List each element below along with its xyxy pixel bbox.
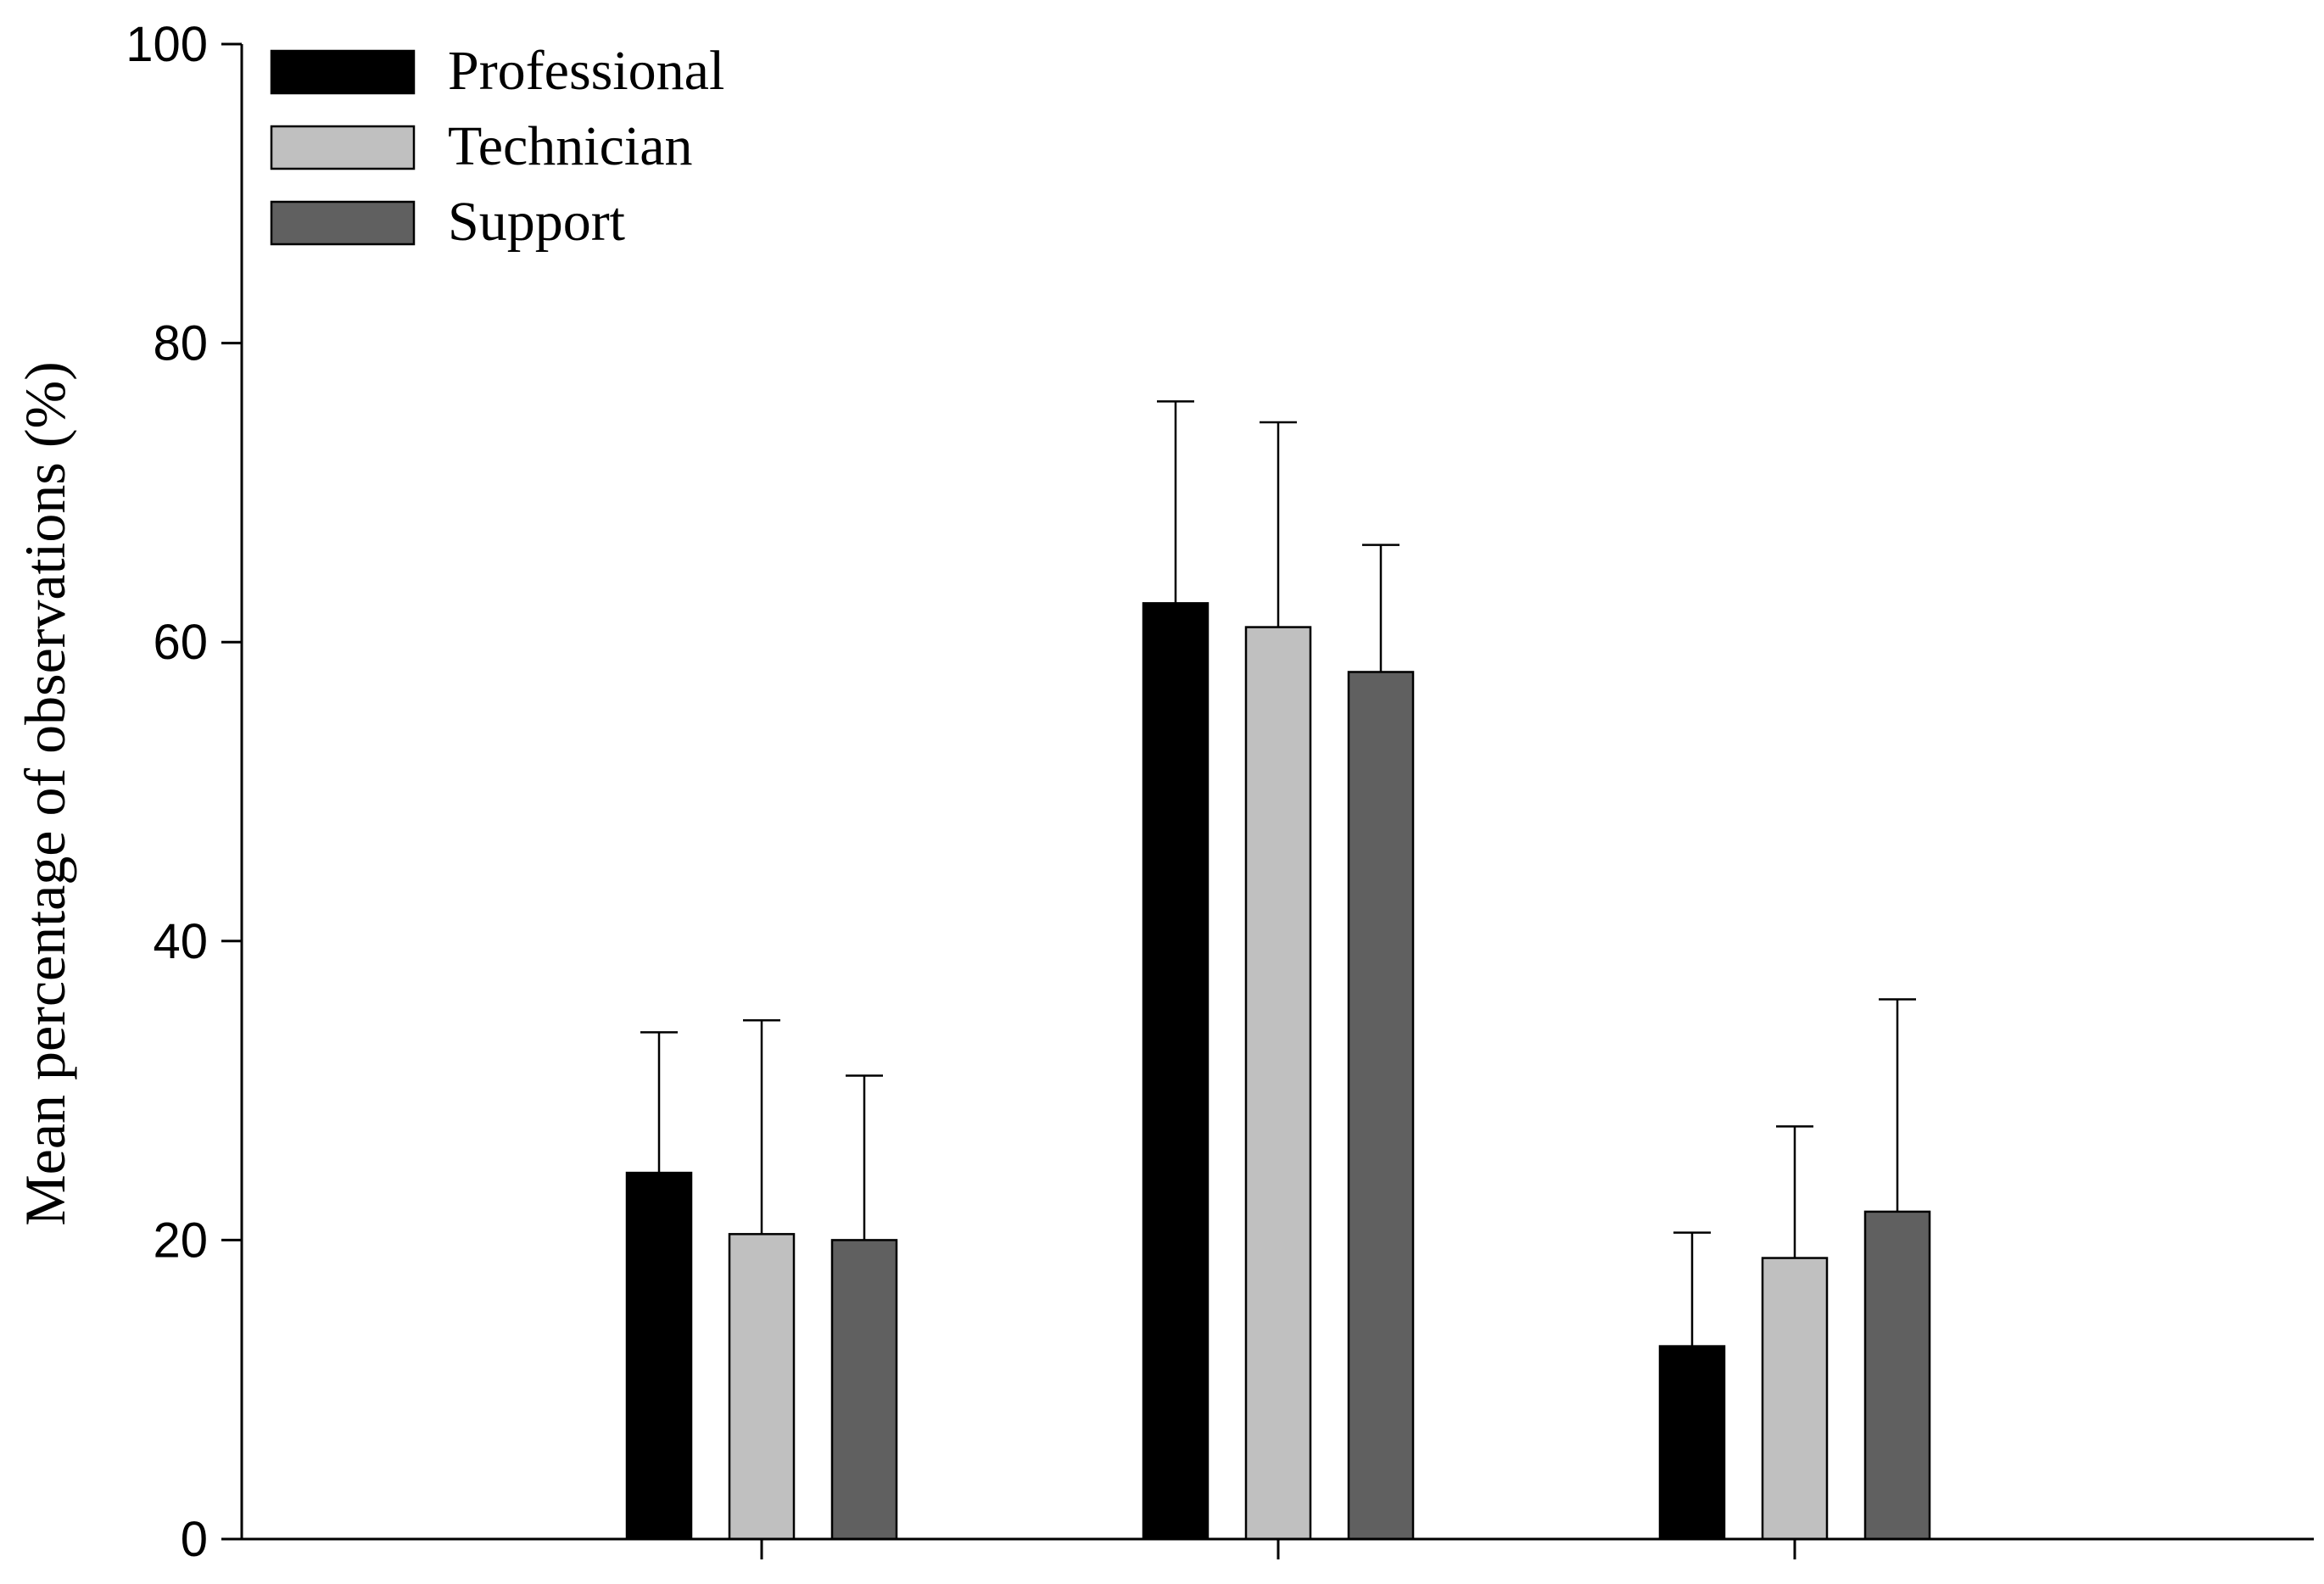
legend-swatch-professional [270, 49, 416, 95]
y-tick-label: 0 [181, 1512, 208, 1567]
y-tick-label: 40 [153, 914, 208, 969]
y-tick-label: 80 [153, 316, 208, 371]
error-bars-layer [640, 400, 1916, 1347]
legend-label-professional: Professional [448, 40, 724, 102]
legend: Professional Technician Support [270, 40, 724, 253]
x-ticks [760, 1539, 1796, 1559]
bar-professional-3 [1658, 1345, 1726, 1541]
y-axis-title: Mean percentage of observations (%) [13, 361, 77, 1226]
legend-label-technician: Technician [448, 115, 693, 177]
bar-technician-1 [728, 1233, 796, 1541]
bar-support-1 [830, 1239, 898, 1541]
legend-swatch-technician [270, 125, 416, 170]
bar-technician-2 [1244, 626, 1312, 1541]
y-tick-label: 100 [126, 17, 208, 72]
bar-professional-2 [1142, 602, 1209, 1541]
y-tick-label: 60 [153, 615, 208, 670]
bar-technician-3 [1761, 1257, 1829, 1541]
y-tick-label: 20 [153, 1213, 208, 1268]
bar-support-3 [1863, 1210, 1931, 1541]
bar-professional-1 [625, 1171, 693, 1541]
bars-layer [625, 602, 1931, 1541]
y-ticks: 0 20 40 60 80 100 [126, 17, 242, 1567]
legend-label-support: Support [448, 191, 625, 253]
legend-swatch-support [270, 200, 416, 246]
bar-support-2 [1347, 671, 1415, 1541]
